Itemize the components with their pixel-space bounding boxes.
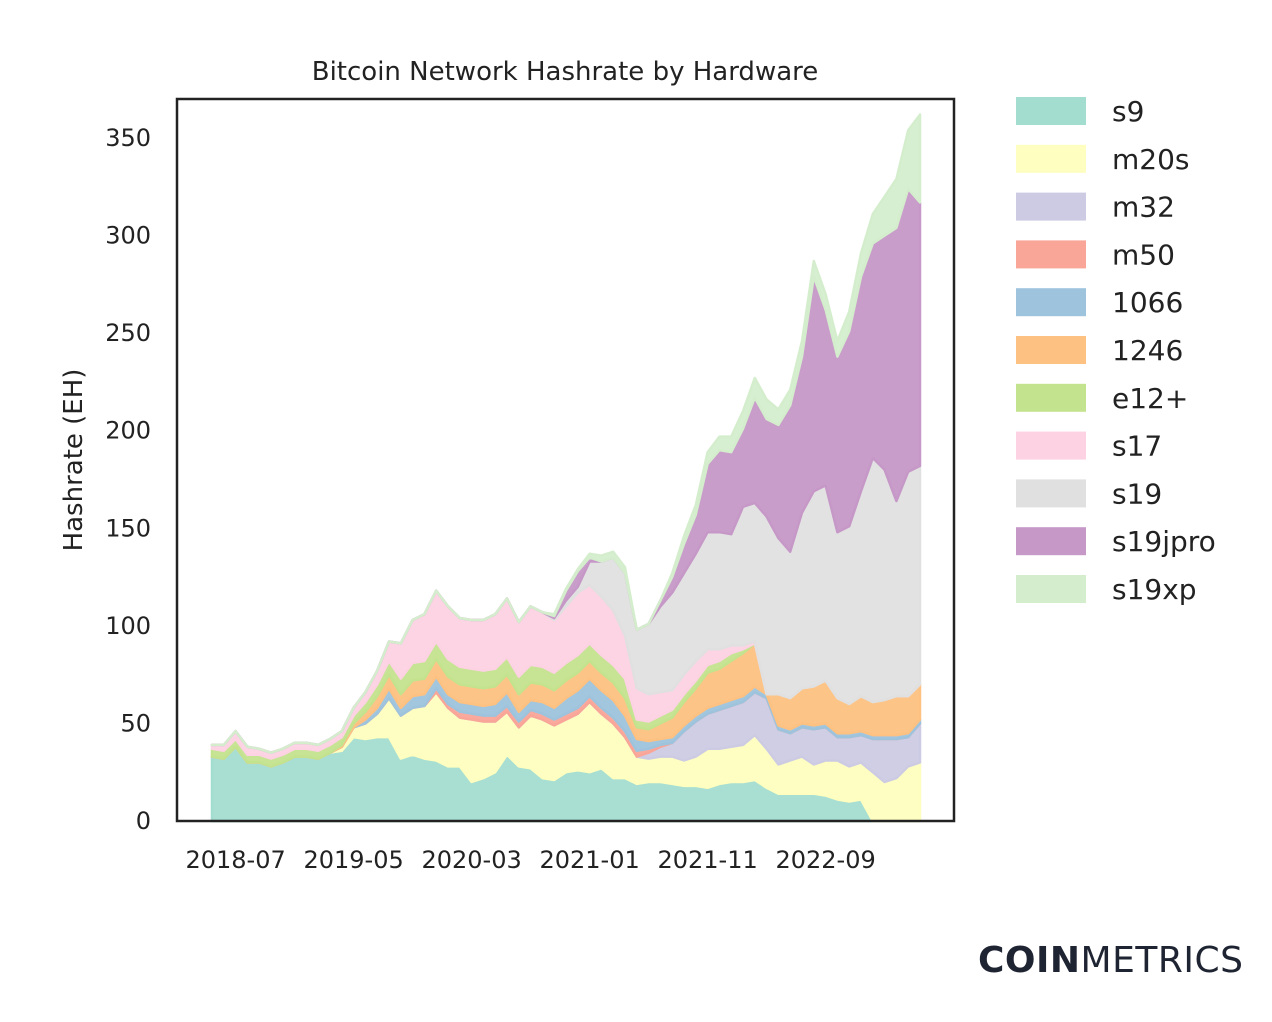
plot-frame [175,97,956,823]
y-tick-label: 250 [105,319,151,347]
x-tick-label: 2022-09 [775,846,875,874]
legend-label-s19xp: s19xp [1112,573,1197,606]
legend-swatch-s19 [1016,479,1086,508]
y-axis-ticks: 0 50 100 150 200 250 300 350 [105,124,151,835]
y-tick-label: 150 [105,514,151,542]
legend-label-s19: s19 [1112,477,1162,510]
brand-bold-text: COIN [978,940,1081,981]
legend-swatch-m50 [1016,240,1086,269]
legend: s9 m20s m32 m50 1066 1246 e12+ s17 s19 s19jpro s19… [1016,95,1216,606]
legend-swatch-s17 [1016,431,1086,460]
x-axis-ticks: 2018-07 2019-05 2020-03 2021-01 2021-11 2022-… [185,846,875,874]
legend-label-e12+: e12+ [1112,382,1188,415]
legend-swatch-1246 [1016,336,1086,364]
legend-label-m20s: m20s [1112,143,1190,176]
coinmetrics-logo: COINMETRICS [978,940,1243,981]
legend-swatch-m32 [1016,192,1086,221]
area-s19xp [210,113,922,754]
y-tick-label: 300 [105,222,151,250]
legend-label-m32: m32 [1112,191,1175,224]
legend-swatch-1066 [1016,288,1086,317]
legend-swatch-s19jpro [1016,527,1086,556]
x-tick-label: 2020-03 [421,846,521,874]
legend-label-s9: s9 [1112,95,1144,128]
y-tick-label: 50 [120,709,151,737]
x-tick-label: 2021-11 [657,846,757,874]
legend-label-1246: 1246 [1112,334,1183,367]
legend-label-s19jpro: s19jpro [1112,525,1216,558]
brand-light-text: METRICS [1080,940,1244,981]
y-tick-label: 0 [136,807,151,835]
legend-swatch-s9 [1016,97,1086,125]
y-axis-label: Hashrate (EH) [59,369,89,552]
y-tick-label: 100 [105,612,151,640]
legend-label-s17: s17 [1112,430,1162,463]
legend-swatch-s19xp [1016,575,1086,603]
area-layers [210,113,922,823]
legend-swatch-e12+ [1016,383,1086,412]
x-tick-label: 2021-01 [539,846,639,874]
x-tick-label: 2018-07 [185,846,285,874]
y-tick-label: 350 [105,124,151,152]
x-tick-label: 2019-05 [303,846,403,874]
chart-title: Bitcoin Network Hashrate by Hardware [312,57,819,87]
legend-label-1066: 1066 [1112,286,1183,319]
y-tick-label: 200 [105,417,151,445]
legend-label-m50: m50 [1112,238,1175,271]
legend-swatch-m20s [1016,144,1086,173]
